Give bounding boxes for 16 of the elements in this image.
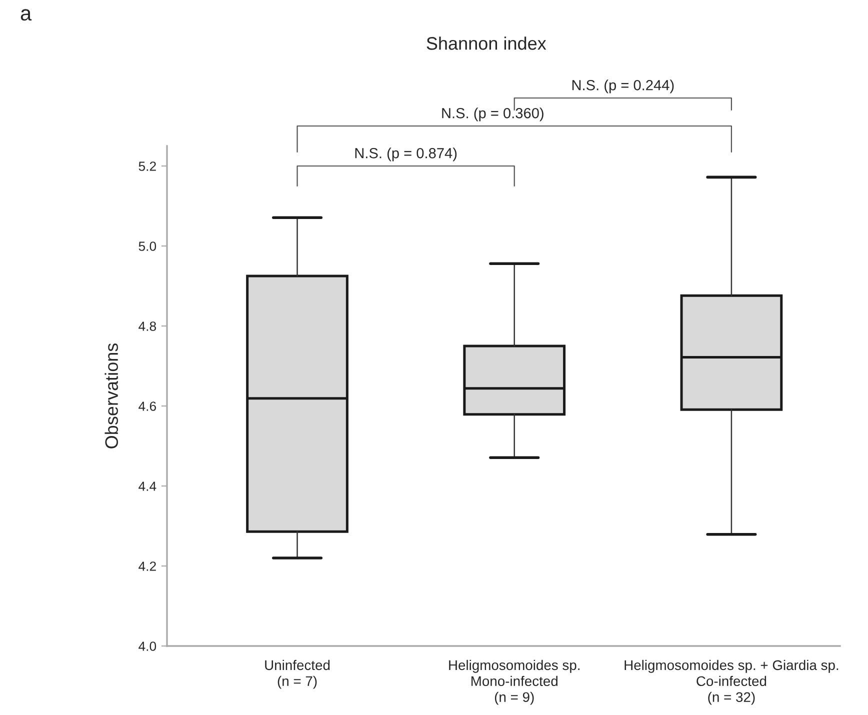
x-tick-label: Heligmosomoides sp. + Giardia sp. Co-infected (n = 32) — [624, 660, 838, 705]
text: N.S. (p = 0.360) — [442, 108, 544, 122]
y-tick-label: 4.4 — [138, 482, 156, 491]
y-tick-label: 4.2 — [138, 562, 156, 571]
y-tick-label: 4.8 — [138, 322, 156, 331]
text: N.S. (p = 0.244) — [572, 80, 674, 94]
x-tick-label: Heligmosomoides sp. Mono-infected (n = 9) — [449, 660, 580, 705]
chart-title: Shannon index — [426, 36, 546, 50]
y-axis-title: Observations — [104, 343, 118, 448]
y-tick-label: 4.6 — [138, 402, 156, 411]
x-tick-label: Uninfected (n = 7) — [265, 660, 330, 689]
text: a — [20, 9, 32, 21]
y-tick-label: 5.0 — [138, 242, 156, 251]
y-tick-label: 4.0 — [138, 642, 156, 651]
annotation: N.S. (p = 0.874) — [355, 148, 457, 162]
y-tick-label: 5.2 — [138, 162, 156, 171]
